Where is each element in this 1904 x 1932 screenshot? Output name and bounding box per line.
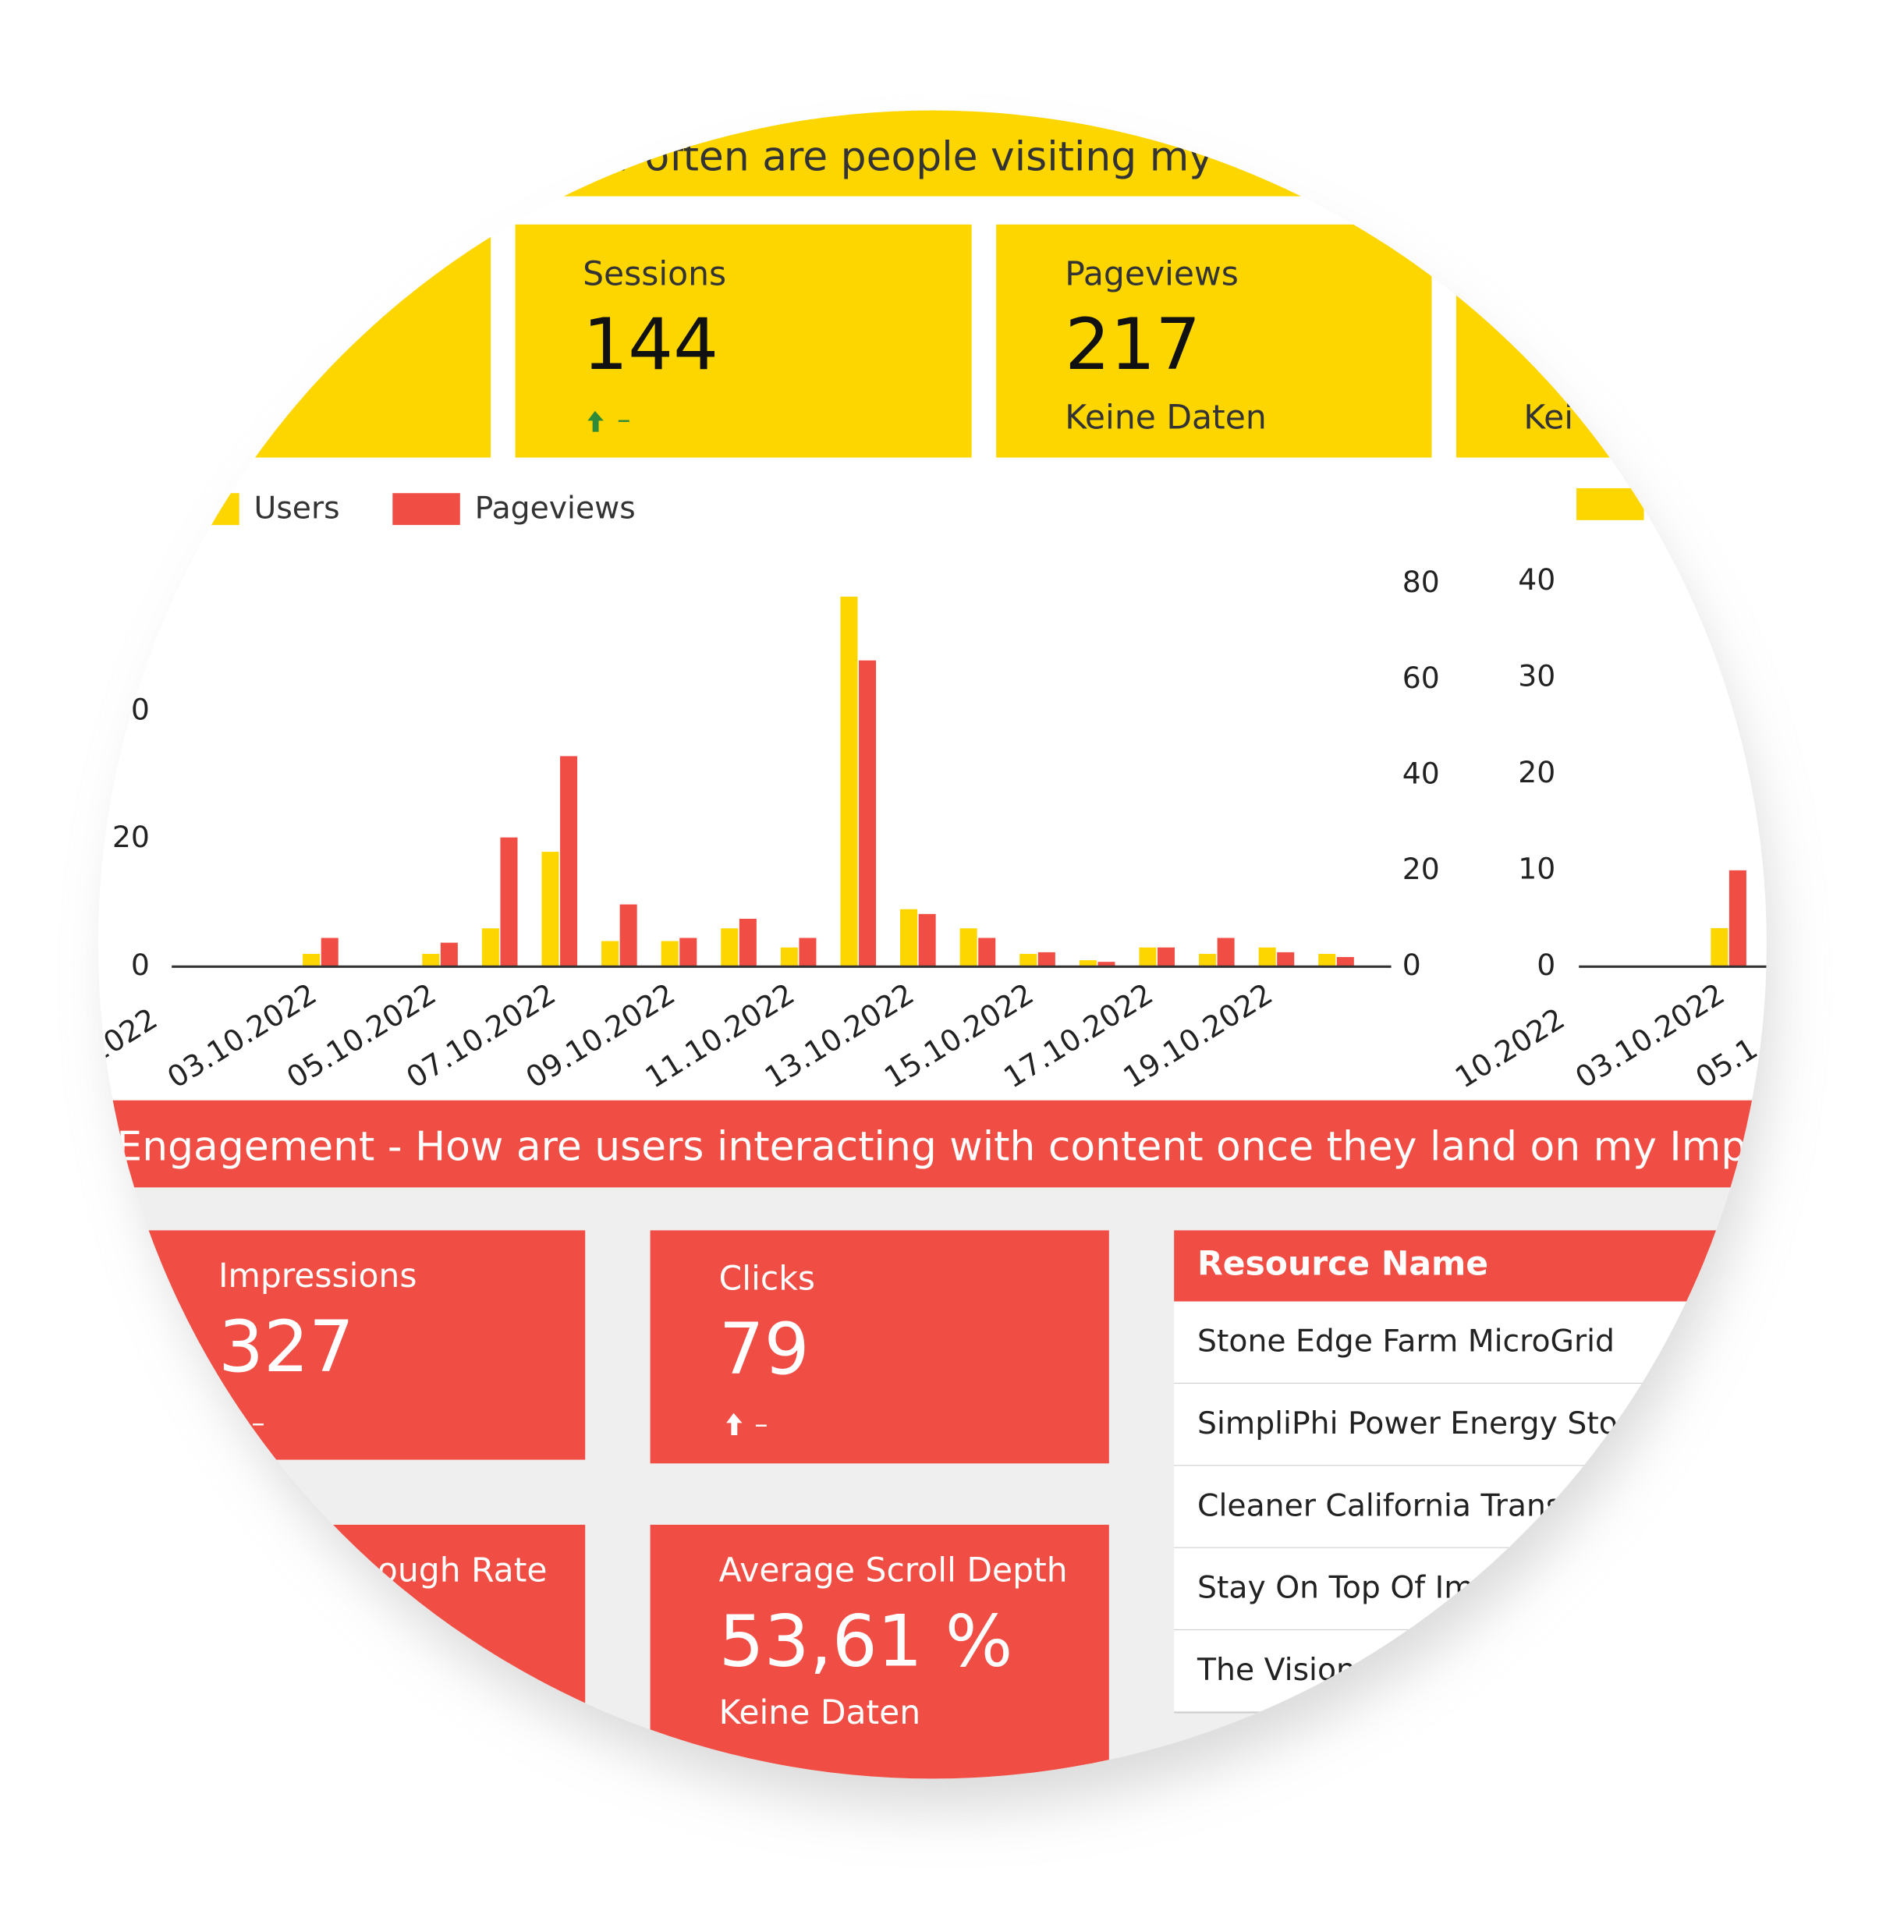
bar: [321, 938, 339, 967]
table-body: Stone Edge Farm MicroGrid SimpliPhi Power…: [1174, 1301, 1767, 1714]
table-cell: Stay On Top Of Im: [1197, 1571, 1473, 1606]
kpi-label: Pageviews: [1065, 255, 1239, 293]
kpi-value: 79: [719, 1307, 810, 1391]
kpi-change: Kei: [1523, 399, 1573, 437]
y-tick-label: 10: [1518, 851, 1555, 885]
y-tick-label: 0: [131, 948, 150, 982]
y-tick-label: 0: [1537, 948, 1555, 982]
y-tick-label: 40: [1518, 562, 1555, 597]
bar: [601, 941, 619, 967]
bar: [1199, 953, 1217, 967]
table-cell: Stone Edge Farm MicroGrid: [1197, 1324, 1615, 1359]
kpi-value: 217: [1065, 303, 1200, 386]
bar: [1277, 952, 1295, 967]
kpi-change: Keine Daten: [719, 1694, 921, 1732]
y2-tick-label: 0: [1402, 948, 1421, 982]
bar: [1019, 953, 1037, 967]
bar: [679, 938, 697, 967]
bar: [1158, 947, 1175, 967]
bar: [560, 756, 578, 967]
y2-tick-label: 80: [1402, 565, 1440, 599]
bar: [500, 837, 518, 967]
bar: [1711, 927, 1728, 967]
kpi-card: [650, 1524, 1109, 1779]
bar: [959, 928, 977, 967]
bar: [721, 928, 739, 967]
legend-swatch: [172, 493, 239, 526]
bar: [1139, 947, 1157, 967]
bar: [978, 938, 996, 967]
bar: [1728, 870, 1746, 967]
legend-swatch: [392, 493, 460, 526]
bar: [1079, 960, 1097, 967]
y-tick-label: 20: [1518, 755, 1555, 789]
bar: [1336, 957, 1354, 967]
bar: [1318, 953, 1336, 967]
bar: [1258, 947, 1276, 967]
bar: [1217, 938, 1235, 967]
kpi-label: Sessions: [583, 255, 726, 293]
kpi-label: Impressions: [218, 1257, 417, 1296]
bar: [900, 909, 918, 967]
table-header-text: Resource Name: [1197, 1246, 1488, 1284]
kpi-label: Clicks: [719, 1260, 815, 1298]
y-tick-label: 20: [112, 820, 150, 854]
bar: [918, 913, 936, 967]
kpi-change: –: [251, 1408, 264, 1439]
bar: [661, 941, 679, 967]
legend-swatch: [1576, 487, 1644, 520]
kpi-value: 327: [218, 1305, 354, 1388]
kpi-value: 53,61 %: [719, 1599, 1013, 1682]
kpi-label: Average Scroll Depth: [719, 1552, 1068, 1590]
bar: [1097, 962, 1115, 967]
bar: [1037, 952, 1055, 967]
table-header: [1174, 1230, 1767, 1302]
kpi-change: –: [754, 1409, 768, 1440]
kpi-change: Keine Daten: [1065, 399, 1267, 437]
y2-tick-label: 40: [1402, 756, 1440, 790]
bar: [481, 928, 499, 967]
trend-arrow: [587, 410, 604, 432]
bar: [739, 918, 757, 967]
kpi-label: ough Rate: [378, 1552, 548, 1590]
y2-tick-label: 20: [1402, 852, 1440, 886]
bar: [541, 852, 559, 967]
section-title: w often are people visiting my: [599, 133, 1213, 180]
bar: [619, 904, 637, 967]
section-header: [98, 1100, 1767, 1188]
kpi-card: [650, 1230, 1109, 1464]
section-title: Engagement - How are users interacting w…: [116, 1124, 1809, 1171]
kpi-value: 144: [583, 303, 718, 386]
bar: [780, 947, 798, 967]
table-cell: Cleaner California Trans: [1197, 1488, 1562, 1523]
bar: [303, 953, 321, 967]
y-tick-label: 40: [112, 693, 150, 727]
kpi-card: [98, 224, 491, 458]
kpi-card: [996, 224, 1432, 458]
y-tick-label: 30: [1518, 658, 1555, 693]
bar: [840, 596, 858, 967]
kpi-change: –: [617, 404, 630, 435]
trend-arrow: [726, 1413, 743, 1436]
legend-label: Users: [254, 491, 340, 526]
bar: [422, 953, 440, 967]
legend-label: Pageviews: [475, 491, 636, 526]
y2-tick-label: 60: [1402, 661, 1440, 695]
bar: [440, 942, 458, 967]
table-cell: SimpliPhi Power Energy Stor: [1197, 1406, 1631, 1441]
bar: [859, 660, 877, 967]
bar: [799, 938, 817, 967]
